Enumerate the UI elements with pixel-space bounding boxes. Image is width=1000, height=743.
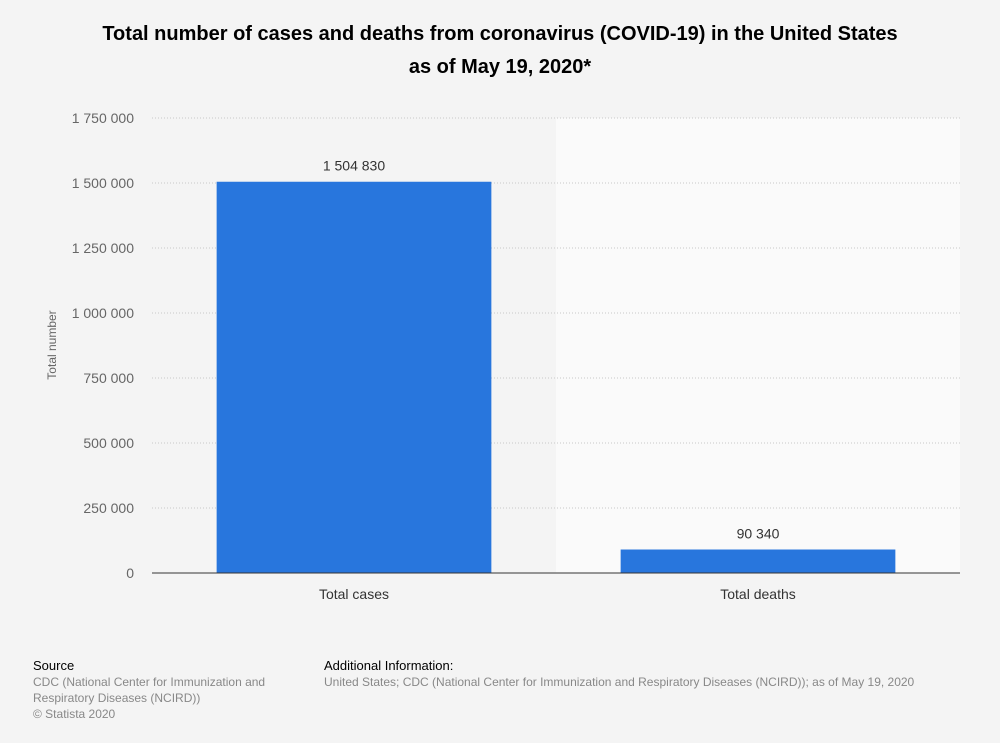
y-tick-label: 1 750 000 — [72, 110, 134, 126]
data-label: 90 340 — [737, 526, 780, 542]
bar-chart: 0 250 000 500 000 750 000 1 000 000 1 250 000… — [45, 110, 960, 602]
chart-title: Total number of cases and deaths from co… — [0, 18, 1000, 84]
chart-title-line-2: as of May 19, 2020* — [408, 56, 592, 78]
x-category-label: Total deaths — [720, 586, 796, 602]
data-label: 1 504 830 — [323, 158, 385, 174]
plot-background-alt — [556, 118, 960, 573]
source-heading: Source — [33, 658, 75, 673]
y-axis-title: Total number — [45, 310, 59, 379]
source-block: Source CDC (National Center for Immuniza… — [33, 658, 303, 722]
source-line-2: Respiratory Diseases (NCIRD)) — [33, 691, 201, 705]
copyright-line: © Statista 2020 — [33, 707, 116, 721]
x-category-label: Total cases — [319, 586, 389, 602]
additional-info-heading: Additional Information: — [324, 658, 454, 673]
y-tick-label: 250 000 — [83, 500, 134, 516]
additional-info-text: United States; CDC (National Center for … — [324, 675, 915, 689]
y-tick-label: 1 500 000 — [72, 175, 134, 191]
y-tick-label: 1 000 000 — [72, 305, 134, 321]
y-tick-label: 750 000 — [83, 370, 134, 386]
y-tick-label: 0 — [126, 565, 134, 581]
additional-info-block: Additional Information: United States; C… — [324, 658, 984, 690]
bar — [216, 181, 492, 573]
y-tick-label: 500 000 — [83, 435, 134, 451]
chart-title-line-1: Total number of cases and deaths from co… — [102, 23, 898, 45]
bar — [620, 549, 896, 573]
source-line-1: CDC (National Center for Immunization an… — [33, 675, 266, 689]
y-tick-label: 1 250 000 — [72, 240, 134, 256]
